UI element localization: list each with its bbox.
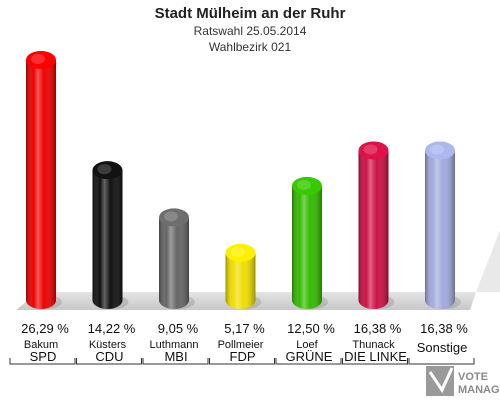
chart-title: Stadt Mülheim an der Ruhr	[155, 5, 346, 22]
bar-mbi	[159, 208, 195, 309]
value-label-die-linke: 16,38 %	[354, 321, 402, 336]
party-bracket-spd	[9, 358, 76, 365]
party-label-cdu: CDU	[95, 349, 123, 364]
party-bracket-fdp	[209, 358, 275, 365]
chart-subtitle: Ratswahl 25.05.2014	[194, 24, 307, 38]
chart-subtitle-district: Wahlbezirk 021	[209, 40, 292, 54]
bar-sonstige	[425, 141, 461, 309]
party-label-grüne: GRÜNE	[286, 349, 333, 364]
party-label-fdp: FDP	[230, 349, 256, 364]
party-label-spd: SPD	[30, 349, 57, 364]
party-bracket-cdu	[76, 358, 142, 365]
party-bracket-die-linke	[342, 358, 408, 365]
party-bracket-grüne	[275, 358, 342, 365]
logo-vote-text: VOTE	[458, 371, 488, 383]
bars-group	[26, 51, 461, 309]
bar-fdp	[225, 243, 262, 309]
bar-grüne	[292, 176, 328, 309]
value-label-mbi: 9,05 %	[158, 321, 199, 336]
party-label-sonstige: Sonstige	[417, 340, 468, 355]
bar-die-linke	[358, 141, 395, 309]
party-label-die-linke: DIE LINKE	[344, 349, 407, 364]
candidate-label-fdp: Pollmeier	[218, 339, 264, 351]
value-label-spd: 26,29 %	[21, 321, 69, 336]
bar-cdu	[92, 161, 129, 309]
value-label-cdu: 14,22 %	[88, 321, 136, 336]
value-label-fdp: 5,17 %	[224, 321, 265, 336]
candidate-label-cdu: Küsters	[89, 339, 127, 351]
party-bracket-sonstige	[408, 358, 475, 365]
value-label-grüne: 12,50 %	[287, 321, 335, 336]
party-label-mbi: MBI	[164, 349, 187, 364]
candidate-label-spd: Bakum	[24, 339, 58, 351]
logo-manager-text: MANAGER	[458, 384, 500, 396]
vote-manager-logo: VOTE MANAGER	[426, 366, 500, 396]
candidate-label-mbi: Luthmann	[150, 339, 199, 351]
candidate-label-die-linke: Thunack	[352, 339, 395, 351]
value-label-sonstige: 16,38 %	[420, 321, 468, 336]
candidate-label-grüne: Loef	[296, 339, 318, 351]
party-bracket-mbi	[142, 358, 209, 365]
bar-spd	[26, 51, 62, 309]
chart-floor-right-shadow	[476, 230, 500, 292]
